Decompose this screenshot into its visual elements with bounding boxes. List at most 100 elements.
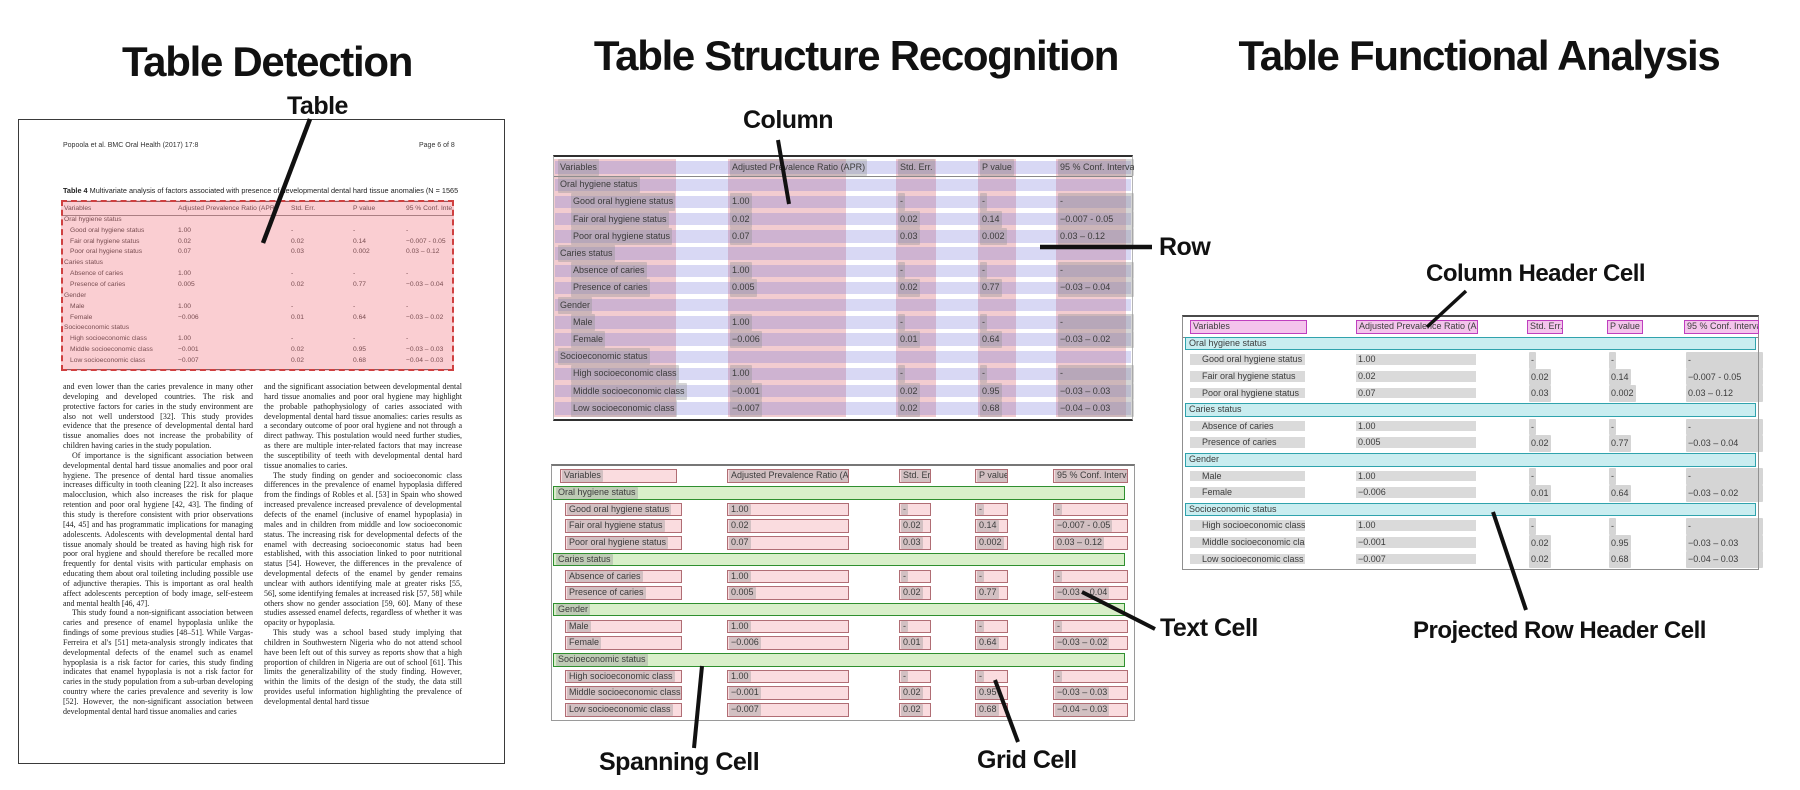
text-cell: - bbox=[980, 365, 987, 383]
row-overlay bbox=[555, 350, 1131, 363]
panel-title-structure: Table Structure Recognition bbox=[593, 32, 1119, 79]
text-cell-highlight: 0.02 bbox=[1356, 371, 1476, 382]
table-row-data: Absence of caries 1.00 - - - bbox=[62, 269, 453, 280]
cell-text: −0.001 bbox=[1358, 537, 1386, 548]
cell-text: 1.00 bbox=[729, 503, 751, 516]
section-label: Caries status bbox=[64, 259, 104, 267]
table-row-data: Absence of caries 1.00 - - - bbox=[1183, 418, 1763, 436]
header-text: Std. Err. bbox=[1530, 321, 1563, 332]
grid-cell: 0.02 bbox=[899, 686, 931, 700]
row-overlay bbox=[555, 230, 1131, 243]
text-cell: 0.002 bbox=[980, 227, 1007, 245]
text-cell: −0.001 bbox=[730, 382, 762, 400]
cell-text: 0.68 bbox=[977, 704, 999, 716]
table-row-section: Gender bbox=[62, 291, 453, 302]
projected-row-header-cell: Socioeconomic status bbox=[1185, 502, 1756, 517]
structure-recognition-table: Variables Adjusted Prevalence Ratio (APR)… bbox=[553, 155, 1134, 421]
text-cell: −0.03 – 0.02 bbox=[1686, 485, 1763, 502]
cell-text: Low socioeconomic class bbox=[1202, 553, 1304, 564]
section-label: Caries status bbox=[558, 245, 615, 263]
column-overlay bbox=[1056, 159, 1126, 417]
table-row-section: Oral hygiene status bbox=[554, 176, 1132, 194]
text-cell: - bbox=[1609, 352, 1616, 369]
table-row-data: Low socioeconomic class −0.007 0.02 0.68 −0.… bbox=[62, 356, 453, 367]
row-overlay bbox=[555, 195, 1131, 209]
grid-cell: - bbox=[1053, 502, 1128, 517]
table-caption-label: Table 4 bbox=[63, 186, 88, 195]
header-text: Adjusted Prevalence Ratio (APR) bbox=[1359, 321, 1477, 332]
table-callout-label: Table bbox=[287, 92, 348, 120]
grid-cell: - bbox=[899, 669, 931, 684]
cell-text: 0.14 bbox=[977, 520, 999, 532]
grid-cell: - bbox=[1053, 669, 1128, 684]
table-row-data: Presence of caries 0.005 0.02 0.77 −0.03 – 0… bbox=[1183, 435, 1763, 452]
grid-cell: −0.007 bbox=[727, 703, 849, 717]
spanning-cell: Socioeconomic status bbox=[553, 653, 1125, 667]
text-cell: - bbox=[291, 270, 294, 278]
text-cell: - bbox=[1058, 193, 1134, 211]
text-cell: - bbox=[406, 270, 409, 278]
column-header-cell: Adjusted Prevalence Ratio (APR) bbox=[1356, 320, 1478, 334]
cell-text: 0.02 bbox=[1358, 371, 1376, 382]
text-cell: 1.00 bbox=[730, 193, 752, 211]
table-rows-layer: Variables Adjusted Prevalence Ratio (APR)… bbox=[552, 466, 1134, 720]
text-cell-highlight: 1.00 bbox=[1356, 354, 1476, 365]
text-cell: 1.00 bbox=[178, 335, 192, 343]
cell-text: −0.007 - 0.05 bbox=[1055, 520, 1113, 532]
table-row-section: Caries status bbox=[62, 258, 453, 269]
grid-cell: −0.03 – 0.04 bbox=[1053, 586, 1128, 600]
table-row-data: High socioeconomic class 1.00 - - - bbox=[62, 334, 453, 345]
grid-cell: 0.64 bbox=[975, 636, 1008, 650]
table-caption: Table 4 Multivariate analysis of factors… bbox=[63, 186, 458, 195]
section-label: Caries status bbox=[556, 553, 613, 566]
cell-text: - bbox=[901, 503, 908, 516]
text-cell: 0.02 bbox=[1529, 551, 1551, 568]
grid-cell: −0.03 – 0.03 bbox=[1053, 686, 1128, 700]
table-rows-layer: Variables Adjusted Prevalence Ratio (APR)… bbox=[1183, 317, 1763, 569]
header-cell: 95 % Conf. Interval bbox=[1058, 159, 1134, 177]
cell-text: −0.04 – 0.03 bbox=[1055, 704, 1110, 716]
grid-cell: Presence of caries bbox=[565, 586, 682, 600]
projected-row-header-cell: Oral hygiene status bbox=[1185, 336, 1756, 351]
table-row-data: Good oral hygiene status 1.00 - - - bbox=[552, 501, 1134, 518]
cell-text: Fair oral hygiene status bbox=[1202, 371, 1296, 382]
row-overlay bbox=[555, 402, 1131, 415]
text-cell: Fair oral hygiene status bbox=[70, 237, 140, 245]
text-cell: Female bbox=[571, 331, 606, 349]
table-row-data: Absence of caries 1.00 - - - bbox=[552, 568, 1134, 585]
text-cell: 0.01 bbox=[898, 331, 920, 349]
section-label: Socioeconomic status bbox=[64, 324, 130, 332]
text-cell: −0.03 – 0.03 bbox=[1686, 534, 1763, 552]
table-row-data: Poor oral hygiene status 0.07 0.03 0.002 0.0… bbox=[554, 227, 1134, 245]
cell-text: −0.03 – 0.03 bbox=[1055, 687, 1110, 699]
text-cell: - bbox=[1529, 418, 1536, 436]
cell-text: Variables bbox=[562, 470, 603, 482]
grid-cell: - bbox=[1053, 619, 1128, 634]
header-cell: Adjusted Prevalence Ratio (APR) bbox=[178, 205, 277, 212]
row-overlay bbox=[555, 264, 1131, 277]
text-cell: 0.77 bbox=[353, 280, 367, 288]
table-row-section: Socioeconomic status bbox=[62, 323, 453, 334]
cell-text: Female bbox=[567, 637, 602, 649]
section-label: Gender bbox=[1189, 454, 1220, 465]
section-label: Oral hygiene status bbox=[556, 487, 638, 499]
text-cell: −0.04 – 0.03 bbox=[406, 356, 444, 364]
text-cell: Presence of caries bbox=[571, 279, 650, 297]
header-grid-cell: Std. Err. bbox=[899, 469, 931, 483]
table-row-data: Poor oral hygiene status 0.07 0.03 0.002 0.0… bbox=[1183, 385, 1763, 402]
table-row-data: Fair oral hygiene status 0.02 0.02 0.14 −0.0… bbox=[552, 518, 1134, 535]
header-text: Variables bbox=[1193, 321, 1230, 332]
cell-text: 95 % Conf. Interval bbox=[1055, 470, 1127, 482]
panel-title-detection: Table Detection bbox=[121, 38, 413, 85]
grid-cell: Poor oral hygiene status bbox=[565, 536, 682, 550]
section-label: Oral hygiene status bbox=[558, 176, 640, 194]
header-cell: 95 % Conf. Interval bbox=[406, 205, 452, 212]
cell-text: Female bbox=[1202, 487, 1233, 498]
section-label: Gender bbox=[556, 603, 591, 616]
text-cell: 0.64 bbox=[1609, 485, 1631, 502]
text-cell: −0.001 bbox=[178, 346, 199, 354]
cell-text: 0.07 bbox=[729, 537, 751, 549]
grid-cell: −0.006 bbox=[727, 636, 849, 650]
text-cell-highlight: Poor oral hygiene status bbox=[1190, 387, 1305, 399]
cell-text: 0.005 bbox=[1358, 437, 1381, 448]
